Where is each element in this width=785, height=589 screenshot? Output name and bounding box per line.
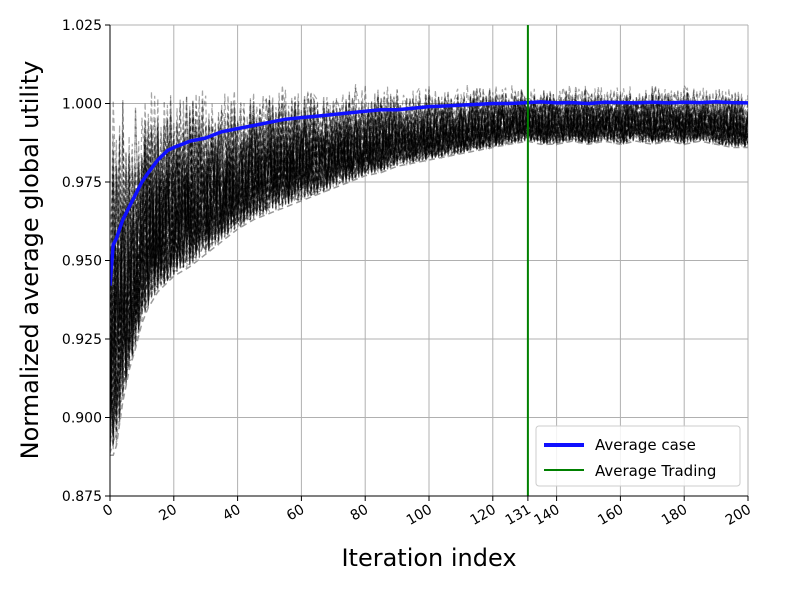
trial-line (110, 91, 748, 369)
series-average-case (110, 100, 748, 286)
trial-line (110, 83, 748, 450)
trial-line (110, 88, 748, 439)
x-tick-label: 100 (404, 502, 435, 529)
trial-line (110, 88, 748, 377)
trial-line (110, 92, 748, 438)
x-tick-label: 60 (284, 502, 307, 525)
trial-line (110, 87, 748, 454)
x-tick-label: 200 (723, 502, 754, 529)
x-axis-title: Iteration index (341, 544, 516, 572)
trial-line (110, 86, 748, 446)
trial-line (110, 88, 748, 411)
trial-line (110, 85, 748, 421)
y-tick-label: 0.950 (62, 254, 102, 270)
trial-line (110, 89, 748, 433)
trial-line (110, 88, 748, 445)
trial-line (110, 90, 748, 385)
series-layer (110, 100, 748, 286)
trial-line (110, 89, 748, 418)
x-tick-label: 131 (503, 502, 534, 529)
x-tick-label: 120 (468, 502, 499, 529)
trial-line (110, 89, 748, 424)
trial-line (110, 90, 748, 404)
y-tick-label: 0.975 (62, 175, 102, 191)
x-tick-label: 180 (659, 502, 690, 529)
trial-lines (110, 83, 748, 456)
trial-line (110, 93, 748, 445)
trial-line (110, 84, 748, 347)
trial-line (110, 87, 748, 449)
x-tick-label: 40 (220, 502, 243, 525)
trial-line (110, 88, 748, 354)
trial-line (110, 88, 748, 396)
trial-line (110, 88, 748, 394)
trial-line (110, 89, 748, 425)
trial-line (110, 84, 748, 422)
trial-line (110, 92, 748, 424)
trial-line (110, 90, 748, 392)
trial-line (110, 96, 748, 420)
y-tick-label: 0.900 (62, 411, 102, 427)
x-tick-label: 160 (595, 502, 626, 529)
x-tick-label: 80 (348, 502, 371, 525)
trial-line (110, 86, 748, 433)
trial-line (110, 88, 748, 410)
trial-line (110, 86, 748, 394)
trial-line (110, 91, 748, 389)
x-tick-label: 20 (156, 502, 179, 525)
trial-line (110, 87, 748, 388)
trial-line (110, 90, 748, 440)
trial-line (110, 90, 748, 446)
legend: Average case Average Trading (535, 425, 741, 487)
trial-line (110, 88, 748, 448)
y-tick-label: 0.925 (62, 332, 102, 348)
trial-line (110, 85, 748, 383)
trial-line (110, 93, 748, 375)
y-tick-label: 1.025 (62, 18, 102, 34)
trial-line (110, 88, 748, 413)
trial-line (110, 85, 748, 416)
trial-line (110, 94, 748, 399)
x-tick-label: 0 (100, 502, 116, 520)
trial-line (110, 89, 748, 412)
trial-line (110, 85, 748, 408)
trial-line (110, 88, 748, 431)
trial-line (110, 87, 748, 379)
legend-box (535, 425, 741, 487)
trial-line (110, 85, 748, 419)
trial-line (110, 87, 748, 449)
trial-line (110, 90, 748, 438)
trial-line (110, 85, 748, 367)
legend-label-average-case: Average case (595, 436, 696, 454)
trial-line (110, 88, 748, 442)
trial-line (110, 90, 748, 447)
trial-line-lower (110, 140, 748, 456)
trial-line (110, 85, 748, 451)
trial-line (110, 94, 748, 450)
y-axis-title: Normalized average global utility (16, 61, 44, 460)
y-tick-label: 1.000 (62, 97, 102, 113)
legend-label-average-trading: Average Trading (595, 462, 716, 480)
trial-line (110, 89, 748, 410)
trial-line (110, 90, 748, 433)
x-tick-label: 140 (531, 502, 562, 529)
trial-line (110, 87, 748, 437)
trial-line (110, 85, 748, 426)
y-tick-label: 0.875 (62, 489, 102, 505)
